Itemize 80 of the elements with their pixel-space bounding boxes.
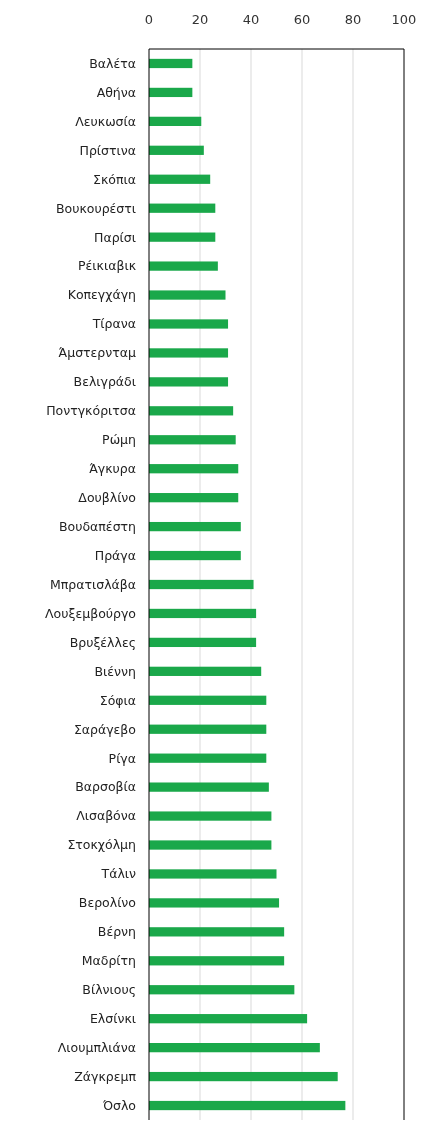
bar bbox=[149, 753, 267, 763]
bar bbox=[149, 174, 211, 184]
y-tick-label: Βαρσοβία bbox=[75, 779, 136, 795]
bar bbox=[149, 550, 241, 561]
y-tick-label: Βαλέτα bbox=[89, 55, 136, 71]
y-tick-label: Σκόπια bbox=[93, 171, 136, 187]
bar bbox=[149, 782, 269, 792]
y-tick-label: Βερολίνο bbox=[78, 895, 136, 911]
bar bbox=[149, 811, 272, 821]
y-tick-label: Στοκχόλμη bbox=[67, 837, 136, 853]
y-tick-label: Ρώμη bbox=[102, 432, 136, 448]
y-tick-label: Πρίστινα bbox=[79, 142, 136, 158]
bar bbox=[149, 145, 204, 155]
x-tick-label: 80 bbox=[344, 12, 362, 27]
bar bbox=[149, 927, 285, 937]
y-tick-label: Λουξεμβούργο bbox=[45, 605, 136, 621]
bar bbox=[149, 348, 229, 358]
bar bbox=[149, 521, 241, 532]
y-tick-label: Λιουμπλιάνα bbox=[57, 1040, 136, 1056]
bar bbox=[149, 1014, 308, 1024]
bar bbox=[149, 724, 267, 734]
x-tick-label: 20 bbox=[191, 12, 209, 27]
bar bbox=[149, 869, 277, 879]
y-tick-label: Αθήνα bbox=[96, 84, 136, 100]
bar bbox=[149, 203, 216, 213]
y-tick-label: Ποντγκόριτσα bbox=[46, 403, 136, 419]
bar bbox=[149, 406, 234, 416]
bar bbox=[149, 985, 295, 995]
bar bbox=[149, 377, 229, 387]
bar bbox=[149, 87, 193, 98]
bar bbox=[149, 1071, 338, 1082]
y-tick-label: Βουδαπέστη bbox=[59, 518, 136, 534]
bar bbox=[149, 435, 236, 445]
y-tick-label: Βιέννη bbox=[94, 663, 136, 679]
bar bbox=[149, 579, 254, 590]
bar bbox=[149, 58, 193, 69]
y-tick-label: Όσλο bbox=[101, 1097, 136, 1113]
bar bbox=[149, 1100, 346, 1111]
y-tick-label: Λισαβόνα bbox=[76, 808, 136, 824]
y-tick-label: Άγκυρα bbox=[89, 461, 136, 477]
y-tick-label: Άμστερνταμ bbox=[58, 345, 137, 361]
bar bbox=[149, 290, 226, 300]
y-tick-label: Βέρνη bbox=[97, 924, 136, 940]
bar bbox=[149, 898, 280, 908]
bar bbox=[149, 637, 257, 648]
y-tick-label: Ελσίνκι bbox=[89, 1011, 136, 1027]
x-tick-label: 100 bbox=[391, 12, 417, 27]
bar bbox=[149, 608, 257, 619]
y-tick-label: Λευκωσία bbox=[75, 113, 136, 129]
y-tick-label: Τίρανα bbox=[91, 316, 136, 332]
y-tick-label: Τάλιν bbox=[100, 866, 136, 882]
y-tick-label: Πράγα bbox=[94, 547, 136, 563]
bar bbox=[149, 464, 239, 474]
x-tick-label: 0 bbox=[144, 12, 154, 27]
y-tick-label: Κοπεγχάγη bbox=[67, 287, 136, 303]
bar bbox=[149, 1043, 320, 1053]
x-tick-label: 40 bbox=[242, 12, 260, 27]
y-tick-label: Σαράγεβο bbox=[73, 721, 136, 737]
y-tick-label: Παρίσι bbox=[94, 229, 136, 245]
y-tick-label: Βίλνιους bbox=[82, 982, 136, 998]
bar bbox=[149, 319, 229, 329]
bar bbox=[149, 493, 239, 503]
bar bbox=[149, 261, 218, 271]
bar bbox=[149, 956, 285, 966]
y-tick-label: Ζάγκρεμπ bbox=[74, 1068, 137, 1084]
bar bbox=[149, 695, 267, 705]
y-tick-label: Βρυξέλλες bbox=[69, 634, 136, 650]
y-tick-label: Ρέικιαβικ bbox=[78, 258, 137, 274]
y-tick-label: Σόφια bbox=[99, 692, 136, 708]
y-tick-label: Βουκουρέστι bbox=[55, 200, 136, 216]
bar bbox=[149, 232, 216, 242]
y-tick-label: Βελιγράδι bbox=[73, 374, 136, 390]
x-tick-label: 60 bbox=[293, 12, 311, 27]
bar bbox=[149, 666, 262, 676]
bar bbox=[149, 840, 272, 850]
y-tick-label: Μαδρίτη bbox=[81, 953, 136, 969]
y-tick-label: Δουβλίνο bbox=[78, 490, 136, 506]
y-tick-label: Ρίγα bbox=[108, 750, 136, 766]
y-tick-label: Μπρατισλάβα bbox=[49, 576, 136, 592]
bar bbox=[149, 116, 202, 126]
